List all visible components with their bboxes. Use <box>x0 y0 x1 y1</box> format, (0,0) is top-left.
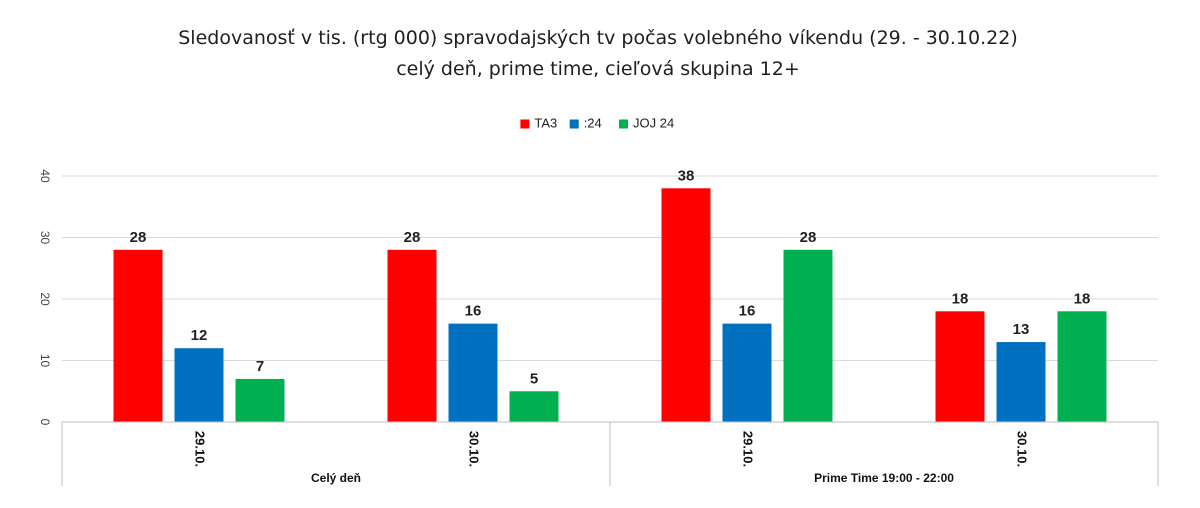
bar-ta3-3 <box>935 311 985 422</box>
bar-24-1 <box>448 323 498 422</box>
y-tick-label: 40 <box>38 169 52 183</box>
y-axis: 0 10 20 30 40 <box>38 169 52 425</box>
bar-ta3-2 <box>661 188 711 422</box>
data-labels: 28 12 7 28 16 5 38 16 28 18 13 18 <box>130 167 1091 387</box>
bar-joj24-1 <box>509 391 559 422</box>
x-tick-label: 30.10. <box>467 431 482 467</box>
bar-joj24-2 <box>783 249 833 422</box>
x-axis: 29.10. 30.10. Celý deň 29.10. 30.10. Prime Ti… <box>61 421 1159 486</box>
chart-subtitle: celý deň, prime time, cieľová skupina 12… <box>396 58 800 80</box>
data-label: 12 <box>191 327 208 344</box>
bar-ta3-0 <box>113 249 163 422</box>
bar-joj24-0 <box>235 378 285 422</box>
gridlines <box>62 175 1158 423</box>
y-tick-label: 30 <box>38 231 52 245</box>
group-label: Prime Time 19:00 - 22:00 <box>814 471 954 485</box>
data-label: 28 <box>130 229 147 246</box>
legend-swatch <box>520 119 530 129</box>
data-label: 18 <box>952 290 969 307</box>
bars <box>113 188 1107 422</box>
data-label: 38 <box>678 167 695 184</box>
bar-24-3 <box>996 342 1046 422</box>
data-label: 16 <box>465 303 482 320</box>
x-tick-label: 30.10. <box>1015 431 1030 467</box>
data-label: 13 <box>1013 321 1030 338</box>
data-label: 28 <box>800 229 817 246</box>
group-label: Celý deň <box>311 471 361 485</box>
legend-swatch <box>619 119 628 129</box>
bar-joj24-3 <box>1057 311 1107 422</box>
legend-entry: TA3 <box>534 115 557 130</box>
y-tick-label: 0 <box>38 419 52 426</box>
legend-entry: :24 <box>584 115 602 130</box>
data-label: 16 <box>739 303 756 320</box>
data-label: 18 <box>1074 290 1091 307</box>
data-label: 7 <box>256 358 264 375</box>
chart-title: Sledovanosť v tis. (rtg 000) spravodajsk… <box>178 27 1018 49</box>
x-tick-label: 29.10. <box>741 431 756 467</box>
data-label: 5 <box>530 370 538 387</box>
data-label: 28 <box>404 229 421 246</box>
bar-24-2 <box>722 323 772 422</box>
y-tick-label: 20 <box>38 292 52 306</box>
bar-24-0 <box>174 348 224 422</box>
bar-ta3-1 <box>387 249 437 422</box>
legend: TA3 :24 JOJ 24 <box>520 115 674 130</box>
x-tick-label: 29.10. <box>193 431 208 467</box>
legend-swatch <box>569 119 579 129</box>
y-tick-label: 10 <box>38 354 52 368</box>
legend-entry: JOJ 24 <box>633 115 674 130</box>
